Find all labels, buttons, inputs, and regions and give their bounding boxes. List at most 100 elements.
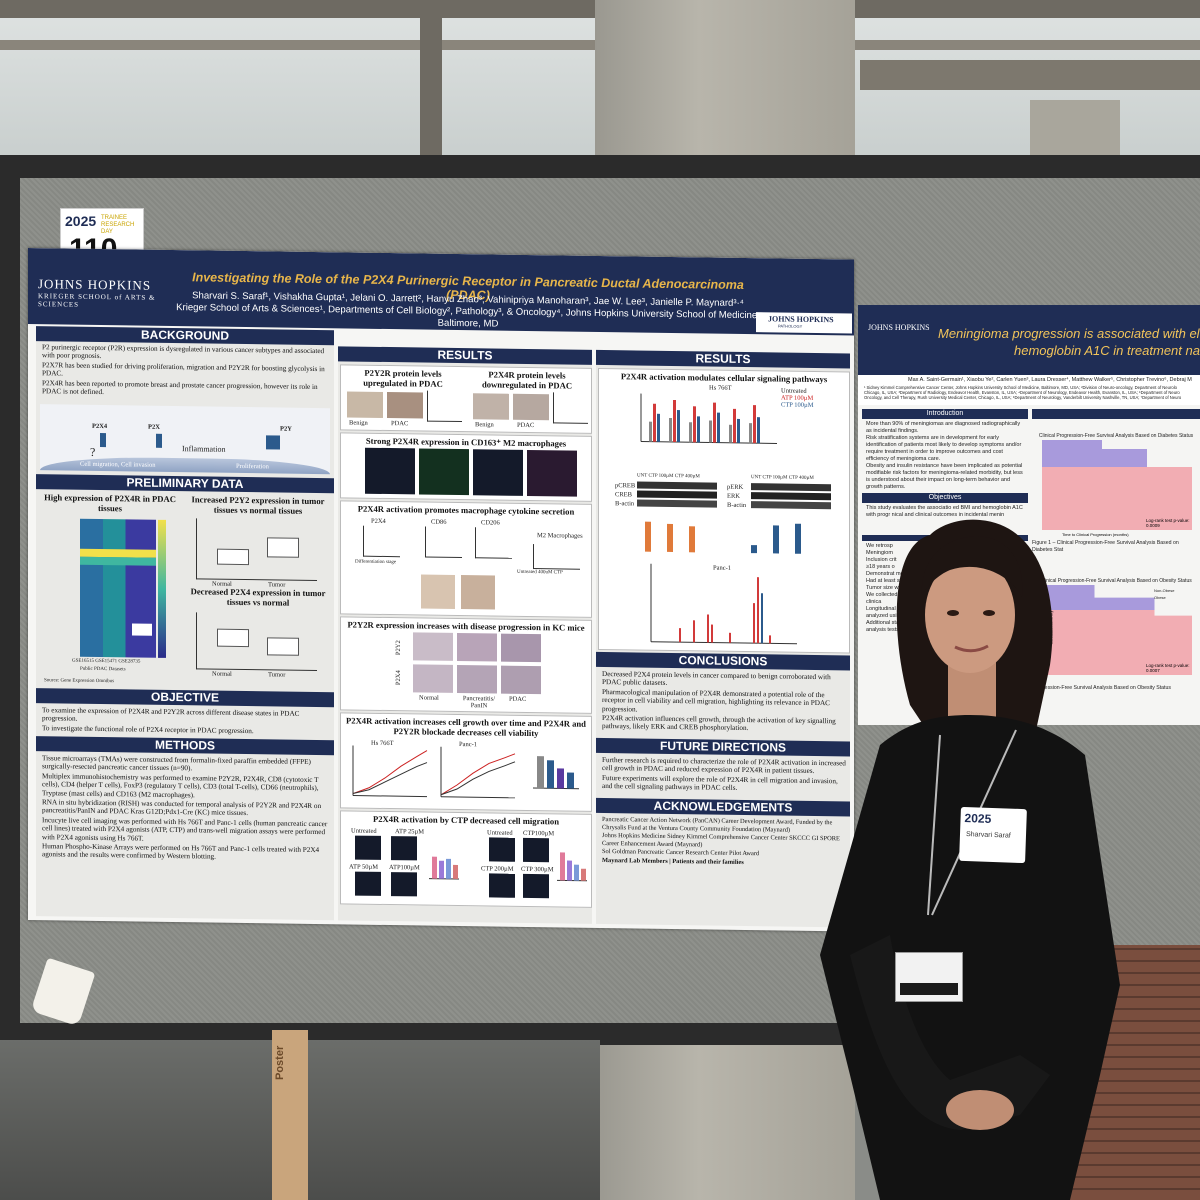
inflammation-label: Inflammation	[182, 444, 226, 454]
logrank-text: Log-rank test p-value: 0.0007	[1146, 663, 1190, 673]
viability-bars	[533, 756, 579, 790]
migration-label: CTP 300µM	[521, 865, 554, 874]
protein-levels-panel: P2Y2R protein levels upregulated in PDAC…	[340, 364, 592, 434]
fluorescence-image	[365, 447, 415, 495]
km1-title: Clinical Progression-Free Survival Analy…	[1038, 433, 1194, 439]
scatter-plot	[553, 392, 588, 424]
migration-title: P2X4R activation by CTP decreased cell m…	[372, 813, 559, 827]
growth-curve-panc1	[440, 746, 516, 799]
blot-label: B-actin	[615, 500, 635, 508]
heatmap-cols: GSE16515 GSE15471 GSE28735	[72, 659, 140, 665]
blot-band	[637, 499, 717, 508]
dot-plot	[363, 525, 400, 558]
booth-year: 2025	[65, 213, 97, 229]
preliminary-heading: PRELIMINARY DATA	[36, 474, 334, 494]
panc1-kinase-bars	[650, 563, 797, 645]
ihc-image	[513, 393, 549, 421]
migration-image	[523, 837, 549, 863]
ihc-label: PDAC	[517, 421, 535, 430]
right-column: RESULTS P2X4R activation modulates cellu…	[596, 349, 850, 928]
migration-label: Cell migration, Cell invasion	[80, 460, 156, 469]
ihc-label: Benign	[475, 421, 494, 429]
poster-authors: Sharvari S. Saraf¹, Vishakha Gupta¹, Jel…	[158, 290, 778, 335]
bullet: Pharmacological manipulation of P2X4R de…	[602, 687, 830, 714]
ihc-image	[473, 393, 509, 420]
blot-cols-left: UNT CTP 100µM CTP 400µM	[637, 474, 700, 480]
future-text: Further research is required to characte…	[602, 756, 846, 795]
chart-label: CD86	[431, 518, 447, 526]
chart-label: CD206	[481, 519, 500, 527]
rish-image	[413, 632, 453, 661]
bullet: Decreased P2X4 protein levels in cancer …	[602, 670, 831, 688]
tube-label: Poster	[274, 1045, 286, 1080]
heatmap-col-label: GSE15471	[95, 658, 118, 665]
signaling-legend: Untreated ATP 100µM CTP 100µM	[781, 388, 814, 409]
rish-image	[501, 665, 541, 695]
poster2-logo: JOHNS HOPKINS	[868, 323, 930, 332]
fluorescence-image	[473, 449, 523, 496]
fragment: Longitudinal analys was analyzed using	[866, 606, 925, 619]
blot-col: UNT	[637, 473, 648, 479]
results-mid-heading: RESULTS	[338, 346, 592, 365]
logo-text: JOHNS HOPKINS	[38, 276, 152, 293]
box-normal	[217, 628, 249, 648]
heatmap-source: Source: Gene Expression Omnibus	[44, 678, 115, 685]
fragment: We retrosp	[866, 543, 893, 549]
km-xaxis: Time to Clinical Progression (months)	[1062, 532, 1129, 537]
chart-label: Differentiation stage	[355, 559, 397, 566]
poster2-affiliations: ¹ Sidney Kimmel Comprehensive Cancer Cen…	[864, 385, 1182, 400]
blot-labels-left: pCREB CREB B-actin	[615, 481, 635, 508]
heatmap-col-label: GSE28735	[118, 659, 141, 665]
growth-curve-hs766t	[352, 745, 428, 798]
migration-label: Untreated	[351, 827, 377, 835]
objectives-heading: Objectives	[862, 493, 1028, 503]
blot-col: CTP 100µM	[648, 473, 674, 480]
p2x-label: P2X	[148, 423, 160, 431]
kc-col-label: Pancreatitis/ PanIN	[462, 695, 496, 710]
bullet: P2X4R activation influences cell growth,…	[602, 714, 836, 733]
box-normal	[217, 548, 249, 566]
km2-legend: Non-Obese Obese	[1154, 587, 1174, 601]
pcreb-bars	[645, 521, 695, 553]
intro-heading: Introduction	[862, 409, 1028, 419]
name-badge: 2025 Sharvari Saraf	[959, 806, 1027, 864]
fragment: Had at least system with	[866, 578, 926, 584]
signaling-panel: P2X4R activation modulates cellular sign…	[598, 367, 850, 654]
cytokine-panel: P2X4R activation promotes macrophage cyt…	[340, 500, 592, 618]
boxplot-p2x4	[196, 612, 317, 672]
dot-plot	[475, 527, 512, 559]
legend-entry: Obese	[1154, 595, 1166, 600]
id-card-stripe	[900, 983, 958, 995]
migration-image	[355, 835, 381, 860]
blot-label: pCREB	[615, 482, 636, 490]
rish-image	[501, 633, 541, 663]
western-blots: pCREB CREB B-actin pERK ERK B-actin	[615, 481, 845, 514]
boxplot-p2y2	[196, 518, 317, 582]
blot-col: UNT	[751, 475, 762, 481]
phospho-kinase-bars	[640, 393, 777, 444]
ack-heading: ACKNOWLEDGEMENTS	[596, 797, 850, 817]
poster2-authors-band: Max A. Saint-Germain¹, Xiaobu Ye², Carle…	[858, 375, 1200, 405]
kc-col-label: PDAC	[509, 695, 527, 703]
conclusions-heading: CONCLUSIONS	[596, 651, 850, 671]
migration-image	[391, 872, 417, 897]
roof-beam	[860, 60, 1200, 90]
fragment: ≥18 years o	[866, 564, 895, 570]
fragment: Demonstrat meningiom	[866, 571, 923, 577]
growth-title: P2X4R activation increases cell growth o…	[346, 715, 586, 739]
blot-col: CTP 400µM	[788, 475, 814, 481]
scatter-plot	[427, 390, 462, 423]
migration-label: ATP 25µM	[395, 828, 424, 836]
roof-post	[420, 0, 442, 170]
heatmap-row	[80, 556, 156, 566]
fragment: Meningiom	[866, 550, 893, 556]
future-heading: FUTURE DIRECTIONS	[596, 737, 850, 757]
kc-row-label: P2X4	[394, 670, 402, 686]
heatmap-cells	[80, 518, 156, 658]
prelim-panel1-title: High expression of P2X4R in PDAC tissues	[44, 492, 176, 514]
logo-text: JOHNS HOPKINS	[768, 314, 834, 325]
blot-cols-right: UNT CTP 100µM CTP 400µM	[751, 475, 814, 481]
blot-label: B-actin	[727, 501, 747, 510]
poster2-right-col: Clinical Progression-Free Survival Analy…	[1032, 409, 1200, 692]
blot-band	[637, 481, 717, 490]
